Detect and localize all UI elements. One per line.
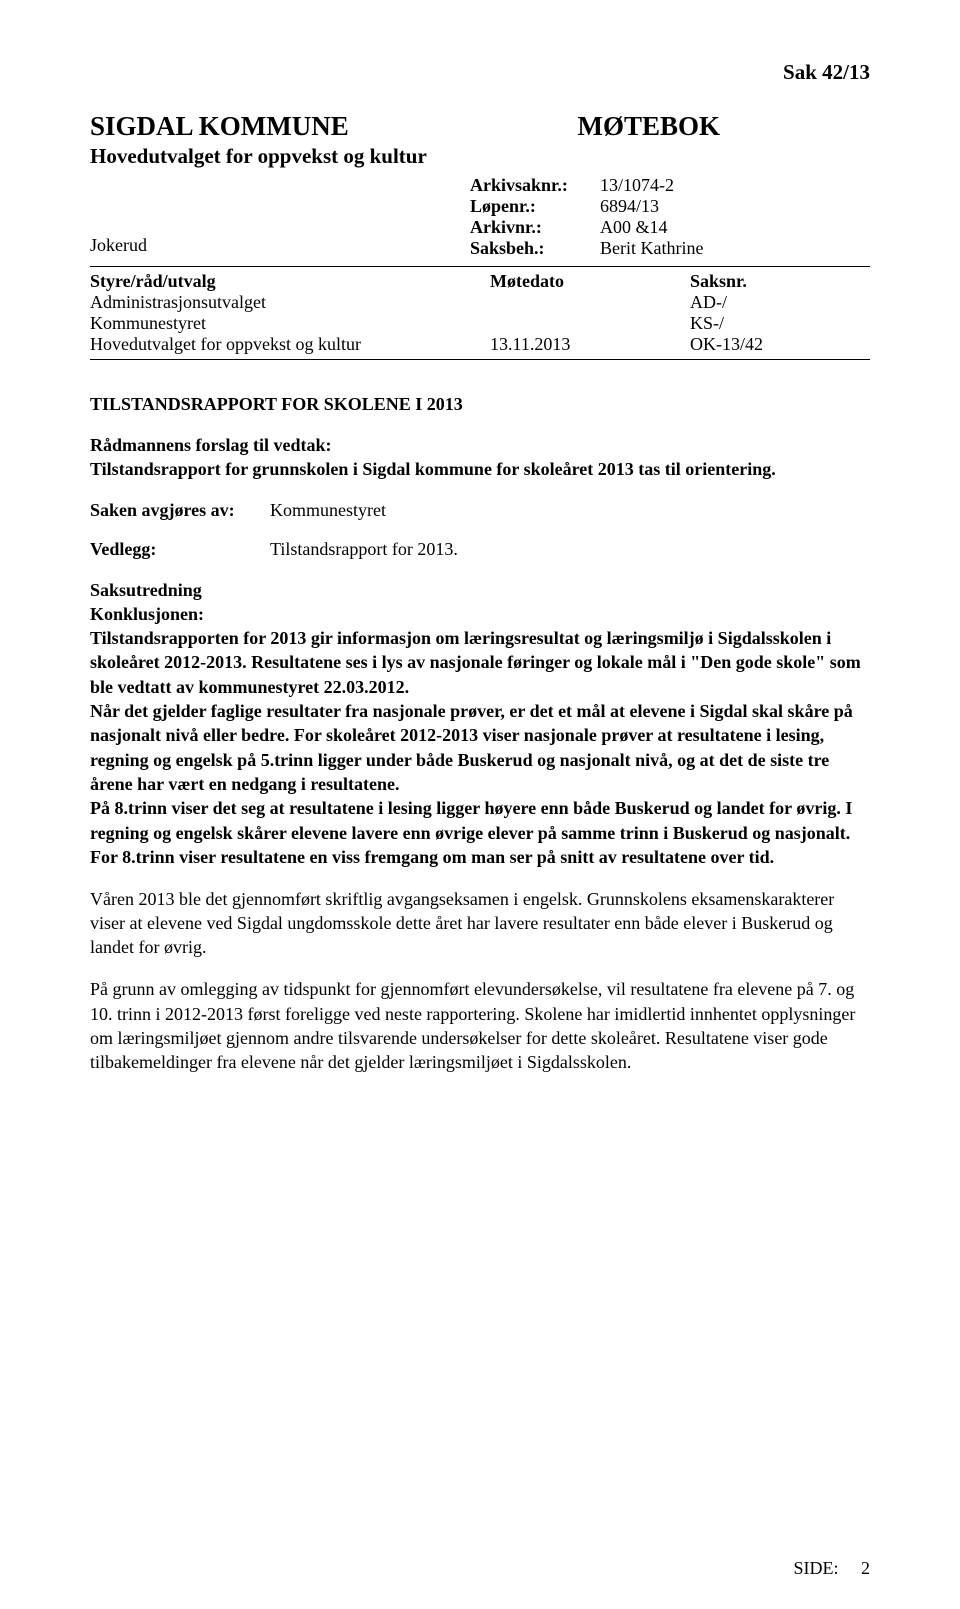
page-label: SIDE: <box>794 1558 839 1578</box>
paragraph-spring: Våren 2013 ble det gjennomført skriftlig… <box>90 887 870 959</box>
arkivnr-value: A00 &14 <box>600 217 668 238</box>
td-saksnr: AD-/ <box>690 292 870 313</box>
proposal-heading: Rådmannens forslag til vedtak: <box>90 433 870 457</box>
attachment-value: Tilstandsrapport for 2013. <box>270 539 870 560</box>
td-motedato <box>490 313 690 334</box>
saksutredning-block: Saksutredning Konklusjonen: Tilstandsrap… <box>90 578 870 870</box>
paragraph-survey: På grunn av omlegging av tidspunkt for g… <box>90 977 870 1073</box>
th-utvalg: Styre/råd/utvalg <box>90 271 490 292</box>
page-footer: SIDE: 2 <box>794 1558 871 1579</box>
td-saksnr: KS-/ <box>690 313 870 334</box>
th-motedato: Møtedato <box>490 271 690 292</box>
saksbeh-value: Berit Kathrine <box>600 238 703 259</box>
arkivnr-label: Arkivnr.: <box>470 217 600 238</box>
lopenr-value: 6894/13 <box>600 196 659 217</box>
arkivsaknr-label: Arkivsaknr.: <box>470 175 600 196</box>
td-utvalg: Hovedutvalget for oppvekst og kultur <box>90 334 490 355</box>
divider <box>90 266 870 267</box>
municipality-name: SIGDAL KOMMUNE <box>90 111 349 142</box>
td-utvalg: Kommunestyret <box>90 313 490 334</box>
report-title: TILSTANDSRAPPORT FOR SKOLENE I 2013 <box>90 394 870 415</box>
title-row: SIGDAL KOMMUNE MØTEBOK <box>90 111 870 142</box>
td-utvalg: Administrasjonsutvalget <box>90 292 490 313</box>
case-number: Sak 42/13 <box>90 60 870 85</box>
td-motedato: 13.11.2013 <box>490 334 690 355</box>
proposal-block: Rådmannens forslag til vedtak: Tilstands… <box>90 433 870 482</box>
th-saksnr: Saksnr. <box>690 271 870 292</box>
document-type: MØTEBOK <box>577 111 870 142</box>
proposal-text: Tilstandsrapport for grunnskolen i Sigda… <box>90 457 870 481</box>
konklusjon-p2: Når det gjelder faglige resultater fra n… <box>90 699 870 796</box>
konklusjon-p3: På 8.trinn viser det seg at resultatene … <box>90 796 870 869</box>
saksbeh-label: Saksbeh.: <box>470 238 600 259</box>
konklusjon-p1: Tilstandsrapporten for 2013 gir informas… <box>90 626 870 699</box>
konklusjon-sub: Konklusjonen: <box>90 602 870 626</box>
document-page: Sak 42/13 SIGDAL KOMMUNE MØTEBOK Hovedut… <box>0 0 960 1609</box>
attachment-row: Vedlegg: Tilstandsrapport for 2013. <box>90 539 870 560</box>
divider <box>90 359 870 360</box>
committee-table: Styre/råd/utvalg Møtedato Saksnr. Admini… <box>90 271 870 355</box>
committee-subtitle: Hovedutvalget for oppvekst og kultur <box>90 144 870 169</box>
page-number: 2 <box>861 1558 870 1578</box>
saksutredning-heading: Saksutredning <box>90 578 870 602</box>
body-text: Våren 2013 ble det gjennomført skriftlig… <box>90 887 870 1074</box>
decided-by-label: Saken avgjøres av: <box>90 500 270 521</box>
td-saksnr: OK-13/42 <box>690 334 870 355</box>
attachment-label: Vedlegg: <box>90 539 270 560</box>
td-motedato <box>490 292 690 313</box>
arkivsaknr-value: 13/1074-2 <box>600 175 674 196</box>
decided-by-row: Saken avgjøres av: Kommunestyret <box>90 500 870 521</box>
decided-by-value: Kommunestyret <box>270 500 870 521</box>
lopenr-label: Løpenr.: <box>470 196 600 217</box>
